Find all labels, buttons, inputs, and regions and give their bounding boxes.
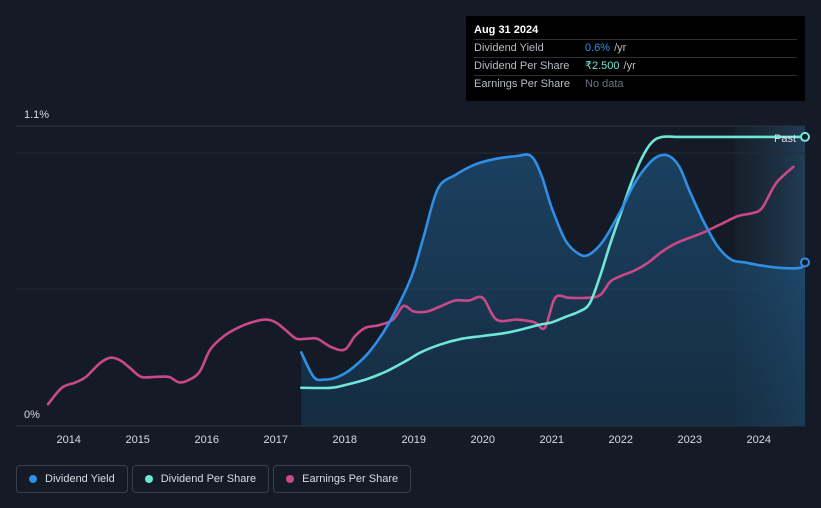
tooltip-label: Earnings Per Share	[474, 78, 570, 90]
tooltip-date: Aug 31 2024	[474, 24, 539, 36]
tooltip-value: 0.6%	[585, 42, 611, 54]
x-tick-label-2014: 2014	[56, 434, 80, 446]
x-tick-label-2022: 2022	[609, 434, 633, 446]
x-tick-label-2019: 2019	[401, 434, 425, 446]
legend-label: Earnings Per Share	[302, 473, 399, 485]
legend-item-dividend-yield[interactable]: Dividend Yield	[16, 465, 128, 493]
tooltip-row-dividend-per-share: Dividend Per Share ₹2.500 /yr	[474, 57, 797, 75]
legend-item-dividend-per-share[interactable]: Dividend Per Share	[131, 465, 270, 493]
tooltip-unit: /yr	[614, 42, 627, 54]
tooltip-label: Dividend Yield	[474, 42, 544, 54]
legend-dot-icon	[29, 475, 37, 483]
series-line-earnings-per-share	[46, 165, 795, 406]
series-line-dividend-per-share	[300, 135, 807, 390]
legend-label: Dividend Yield	[45, 473, 115, 485]
dividend-yield-area	[301, 154, 805, 426]
x-tick-label-2015: 2015	[125, 434, 149, 446]
x-tick-label-2016: 2016	[194, 434, 218, 446]
x-tick-label-2023: 2023	[678, 434, 702, 446]
series-end-marker-dividend-yield	[800, 257, 810, 268]
tooltip-value: No data	[585, 78, 624, 90]
tooltip-row-earnings-per-share: Earnings Per Share No data	[474, 75, 797, 93]
y-tick-label-bottom: 0%	[24, 409, 40, 421]
tooltip-value: ₹2.500	[585, 60, 620, 72]
legend-label: Dividend Per Share	[160, 473, 257, 485]
legend-dot-icon	[144, 475, 153, 483]
data-tooltip: Aug 31 2024 Dividend Yield 0.6% /yr Divi…	[466, 16, 805, 101]
x-tick-label-2017: 2017	[263, 434, 287, 446]
tooltip-label: Dividend Per Share	[474, 60, 570, 72]
legend-item-earnings-per-share[interactable]: Earnings Per Share	[273, 465, 412, 493]
y-tick-label-top: 1.1%	[24, 109, 49, 121]
x-tick-label-2024: 2024	[747, 434, 771, 446]
x-tick-label-2020: 2020	[470, 434, 494, 446]
x-tick-label-2021: 2021	[540, 434, 564, 446]
past-label: Past	[774, 133, 796, 145]
legend-dot-icon	[286, 475, 295, 483]
tooltip-row-dividend-yield: Dividend Yield 0.6% /yr	[474, 39, 797, 57]
chart-legend: Dividend Yield Dividend Per Share Earnin…	[16, 465, 412, 493]
series-end-marker-dividend-per-share	[800, 131, 810, 142]
x-tick-label-2018: 2018	[332, 434, 356, 446]
tooltip-unit: /yr	[623, 60, 636, 72]
series-line-dividend-yield	[300, 153, 807, 382]
